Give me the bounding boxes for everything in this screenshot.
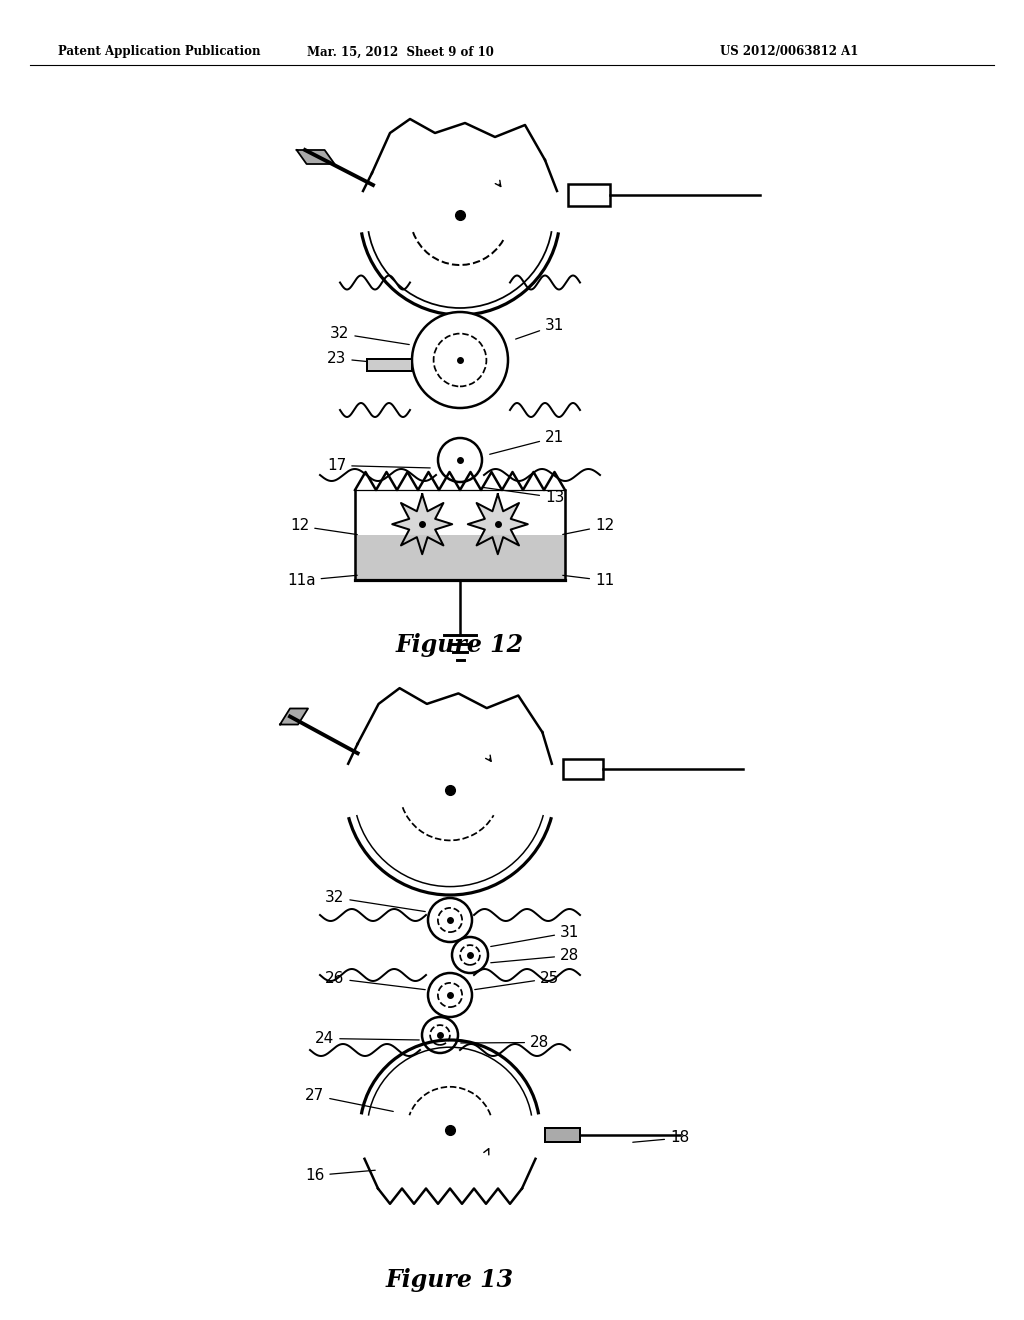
Circle shape xyxy=(428,973,472,1016)
Text: 32: 32 xyxy=(325,890,425,912)
Text: 32: 32 xyxy=(330,326,410,345)
Text: 24: 24 xyxy=(315,1031,419,1045)
Text: 31: 31 xyxy=(516,318,564,339)
Text: 16: 16 xyxy=(305,1168,375,1183)
Circle shape xyxy=(452,937,488,973)
Text: 12: 12 xyxy=(563,519,614,535)
Text: 12: 12 xyxy=(290,519,357,535)
Text: Figure 12: Figure 12 xyxy=(396,634,524,657)
Circle shape xyxy=(422,1016,458,1053)
Text: 18: 18 xyxy=(633,1130,689,1146)
Bar xyxy=(367,359,412,371)
Circle shape xyxy=(412,312,508,408)
Text: 23: 23 xyxy=(327,351,399,366)
Text: 28: 28 xyxy=(461,1035,549,1049)
Circle shape xyxy=(438,438,482,482)
Text: 13: 13 xyxy=(482,487,564,506)
Bar xyxy=(355,490,565,579)
Text: 21: 21 xyxy=(489,430,564,454)
Text: US 2012/0063812 A1: US 2012/0063812 A1 xyxy=(720,45,858,58)
Text: 27: 27 xyxy=(305,1088,393,1111)
Bar xyxy=(355,535,565,579)
Bar xyxy=(568,183,610,206)
Text: 25: 25 xyxy=(475,972,559,990)
Text: Figure 13: Figure 13 xyxy=(386,1269,514,1292)
Polygon shape xyxy=(280,709,308,725)
Text: Patent Application Publication: Patent Application Publication xyxy=(58,45,260,58)
Circle shape xyxy=(428,898,472,942)
Polygon shape xyxy=(392,494,453,554)
Text: 17: 17 xyxy=(327,458,430,473)
Bar xyxy=(563,759,603,779)
Text: Mar. 15, 2012  Sheet 9 of 10: Mar. 15, 2012 Sheet 9 of 10 xyxy=(306,45,494,58)
Text: 31: 31 xyxy=(490,925,580,946)
Text: 11: 11 xyxy=(563,573,614,587)
Text: 11a: 11a xyxy=(287,573,357,587)
Polygon shape xyxy=(468,494,527,554)
Text: 26: 26 xyxy=(325,972,425,990)
Bar xyxy=(545,1127,580,1142)
Text: 28: 28 xyxy=(490,948,580,964)
Polygon shape xyxy=(297,150,335,164)
